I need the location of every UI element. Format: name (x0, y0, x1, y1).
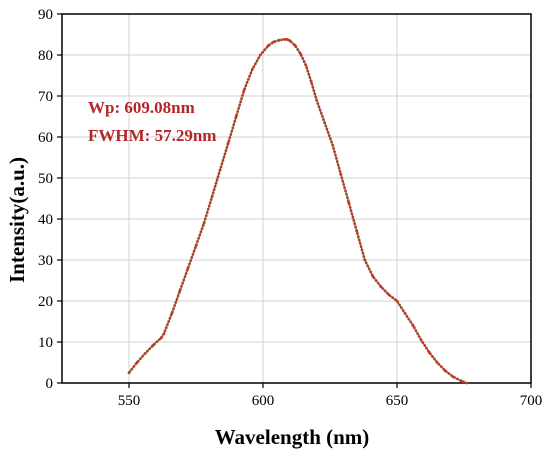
data-point (459, 379, 463, 383)
data-point (266, 44, 270, 47)
y-tick-label: 10 (38, 335, 53, 351)
x-axis-label: Wavelength (nm) (215, 425, 370, 449)
data-point (304, 63, 308, 67)
x-tick-label: 650 (386, 393, 409, 409)
data-point (395, 299, 399, 303)
y-tick-label: 90 (38, 7, 53, 23)
data-point (151, 343, 155, 347)
data-point (403, 311, 407, 315)
data-point (277, 38, 281, 42)
data-point (315, 98, 318, 102)
data-point (288, 39, 292, 43)
data-point (135, 361, 139, 364)
y-tick-label: 30 (38, 253, 53, 269)
data-point (339, 172, 343, 176)
x-tick-label: 600 (252, 393, 275, 409)
data-point (272, 40, 276, 44)
data-point (202, 221, 206, 225)
x-axis: 550 600 650 700 (118, 383, 543, 409)
data-point (419, 338, 423, 342)
data-point (218, 168, 222, 172)
x-tick-label: 700 (520, 393, 543, 409)
data-point (127, 371, 131, 375)
x-tick-label: 550 (118, 393, 141, 409)
y-tick-label: 80 (38, 48, 53, 64)
annotation-peak-wavelength: Wp: 609.08nm (88, 98, 195, 117)
data-point (258, 53, 262, 57)
data-point (355, 229, 359, 233)
y-axis: 0 10 20 30 40 50 60 70 80 90 (38, 7, 62, 392)
y-tick-label: 50 (38, 171, 53, 187)
series-line (127, 38, 468, 385)
data-point (427, 350, 431, 354)
y-axis-label: Intensity(a.u.) (5, 157, 29, 283)
data-point (411, 324, 415, 327)
data-point (283, 38, 286, 41)
data-point (234, 115, 238, 118)
data-point (371, 275, 375, 278)
y-tick-label: 60 (38, 130, 53, 146)
fit-line (128, 38, 467, 384)
series-layer (127, 38, 469, 385)
data-point (178, 289, 182, 293)
data-point (143, 352, 147, 355)
data-point (242, 88, 246, 92)
data-point (363, 258, 367, 262)
data-point (226, 141, 230, 145)
data-point (379, 285, 383, 289)
data-point (194, 244, 198, 248)
y-tick-label: 20 (38, 294, 53, 310)
data-point (299, 52, 302, 56)
data-point (285, 38, 289, 41)
data-point (443, 369, 447, 373)
y-tick-label: 0 (46, 376, 54, 392)
data-point (159, 336, 163, 340)
data-point (465, 381, 469, 385)
data-point (210, 195, 214, 198)
data-point (170, 311, 174, 315)
plot-frame (61, 13, 532, 384)
data-point (435, 361, 439, 364)
data-point (186, 266, 190, 270)
y-tick-label: 70 (38, 89, 53, 105)
data-point (293, 44, 297, 47)
data-point (331, 143, 335, 147)
data-point (323, 121, 327, 125)
data-point (387, 293, 391, 297)
grid (62, 13, 532, 384)
annotation-fwhm: FWHM: 57.29nm (88, 126, 216, 145)
data-point (309, 80, 313, 84)
data-point (451, 375, 455, 379)
data-point (347, 201, 351, 205)
y-tick-label: 40 (38, 212, 53, 228)
data-point (162, 332, 166, 336)
data-point (250, 67, 254, 71)
